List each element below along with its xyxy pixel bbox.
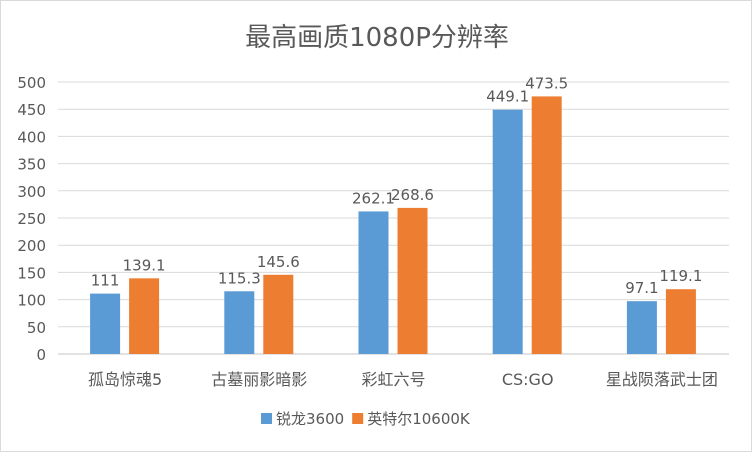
y-tick-label: 450 (17, 101, 46, 119)
y-tick-label: 150 (17, 264, 46, 282)
legend-label: 英特尔10600K (367, 410, 471, 428)
x-tick-label: 古墓丽影暗影 (211, 370, 307, 389)
data-label: 473.5 (525, 74, 568, 92)
x-tick-label: 星战陨落武士团 (606, 370, 718, 389)
data-label: 268.6 (391, 186, 434, 204)
legend-swatch (352, 413, 364, 424)
x-tick-label: 彩虹六号 (361, 370, 425, 389)
bar (531, 96, 562, 354)
y-tick-label: 500 (17, 74, 46, 92)
legend-swatch (261, 413, 272, 424)
bar (129, 278, 160, 354)
bar (358, 211, 389, 354)
bar (263, 274, 294, 354)
data-label: 449.1 (486, 88, 529, 106)
data-label: 111 (91, 272, 120, 290)
bar (492, 109, 523, 354)
x-tick-label: CS:GO (502, 370, 554, 389)
data-label: 115.3 (218, 269, 261, 287)
y-axis-ticks: 0 50 100 150 200 250 300 350 400 450 500 (17, 74, 46, 364)
legend-label: 锐龙3600 (276, 410, 344, 428)
data-label: 262.1 (352, 189, 395, 207)
bar (626, 301, 657, 354)
bar (397, 207, 428, 354)
y-tick-label: 100 (17, 292, 46, 310)
y-tick-label: 400 (17, 128, 46, 146)
bar (665, 289, 696, 354)
bar (224, 291, 255, 354)
y-tick-label: 50 (27, 319, 46, 337)
y-tick-label: 0 (36, 346, 46, 364)
data-label: 97.1 (625, 279, 658, 297)
gridlines (58, 81, 729, 355)
x-tick-label: 孤岛惊魂5 (88, 370, 162, 389)
x-axis-ticks: 孤岛惊魂5 古墓丽影暗影 彩虹六号 CS:GO 星战陨落武士团 (88, 370, 718, 389)
y-tick-label: 250 (17, 210, 46, 228)
y-tick-label: 300 (17, 183, 46, 201)
data-label: 139.1 (123, 256, 166, 274)
chart-title: 最高画质1080P分辨率 (245, 23, 509, 53)
bar (90, 293, 121, 354)
y-tick-label: 350 (17, 156, 46, 174)
data-label: 119.1 (659, 267, 702, 285)
legend: 锐龙3600 英特尔10600K (261, 410, 471, 428)
y-tick-label: 200 (17, 237, 46, 255)
data-label: 145.6 (257, 253, 300, 271)
